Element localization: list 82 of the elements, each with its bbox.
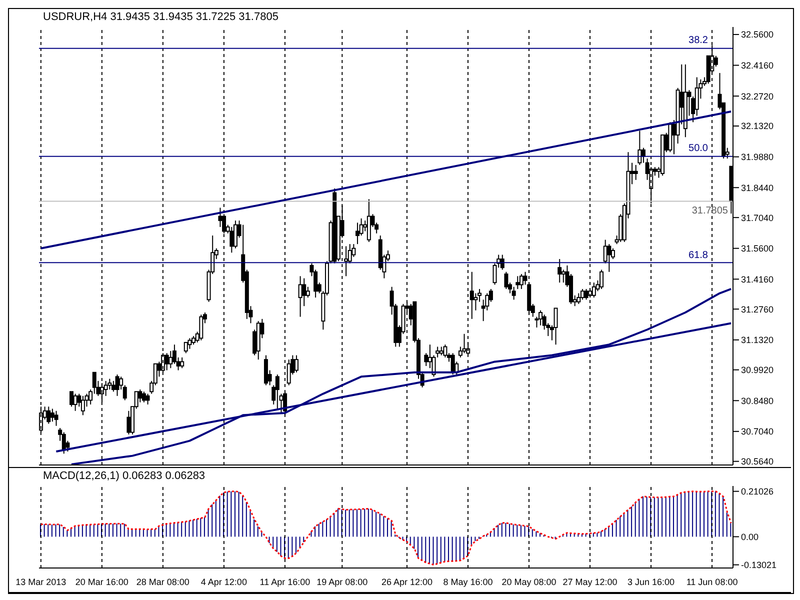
x-tick-label: 27 May 12:00 [562, 577, 618, 587]
chart-title: USDRUR,H4 31.9435 31.9435 31.7225 31.7805 [43, 11, 278, 23]
x-tick-label: 20 Mar 16:00 [75, 577, 128, 587]
candlestick [554, 308, 558, 346]
y-tick-label: -0.13021 [741, 560, 777, 570]
candlestick [516, 276, 520, 290]
candlestick [366, 198, 371, 242]
candlestick [512, 286, 516, 300]
candlestick [298, 276, 302, 318]
candlestick [184, 342, 188, 354]
y-tick-label: 0.21026 [741, 486, 774, 497]
candlestick [230, 226, 234, 254]
y-tick-label: 30.7040 [741, 426, 774, 437]
candlestick [600, 269, 604, 290]
y-tick-label: 32.4160 [741, 60, 774, 70]
candlestick [607, 244, 612, 272]
candlestick [580, 288, 584, 300]
candlestick [306, 286, 310, 298]
candlestick [80, 395, 85, 416]
candlestick [558, 258, 562, 284]
y-tick-label: 32.2720 [741, 91, 774, 102]
candlestick [634, 164, 638, 180]
candlestick [561, 269, 566, 284]
y-tick-label: 30.8480 [741, 396, 774, 406]
y-tick-label: 31.5600 [741, 244, 774, 254]
x-tick-label: 28 Mar 08:00 [136, 577, 190, 587]
y-tick-label: 31.9880 [741, 152, 774, 162]
candlestick [180, 356, 184, 369]
x-tick-label: 8 May 16:00 [443, 577, 493, 587]
candlestick [50, 408, 54, 422]
candlestick [126, 410, 131, 435]
candlestick [302, 278, 306, 307]
x-tick-label: 19 Apr 08:00 [316, 577, 368, 587]
annotation: 38.2 [688, 35, 709, 46]
line-series [40, 490, 732, 566]
candlestick [62, 432, 66, 454]
y-tick-label: 32.1320 [741, 121, 774, 132]
candlestick [294, 354, 298, 373]
y-tick-label: 30.5640 [741, 456, 774, 467]
candlestick [138, 389, 142, 403]
y-tick-label: 31.7040 [741, 212, 774, 223]
candlestick [111, 380, 116, 392]
candlestick [500, 254, 504, 270]
y-tick-label: 30.9920 [741, 365, 774, 376]
y-tick-label: 32.5600 [741, 30, 774, 40]
ref-line-label: 31.7805 [692, 205, 728, 216]
x-tick-label: 13 Mar 2013 [16, 577, 66, 587]
candlestick [638, 130, 642, 166]
x-tick-label: 3 Jun 16:00 [627, 577, 675, 587]
candlestick [46, 406, 51, 424]
candlestick [355, 222, 360, 245]
candlestick [54, 410, 58, 426]
candlestick [142, 391, 146, 403]
x-tick-label: 4 Apr 12:00 [200, 577, 247, 587]
annotation: 61.8 [688, 250, 709, 261]
candlestick [576, 292, 581, 304]
y-tick-label: 31.4160 [741, 274, 774, 284]
y-tick-label: 31.2760 [741, 304, 774, 314]
candlestick [188, 338, 192, 350]
candlestick [233, 220, 238, 249]
x-tick-label: 11 Jun 08:00 [686, 577, 738, 587]
candlestick [88, 389, 93, 405]
y-tick-label: 0.00 [741, 532, 759, 542]
candlestick [504, 271, 508, 290]
x-tick-label: 20 May 08:00 [502, 577, 556, 587]
candlestick [264, 354, 268, 386]
candlestick [275, 374, 280, 410]
candlestick [538, 310, 543, 326]
candlestick [70, 391, 74, 408]
x-tick-label: 26 Apr 12:00 [381, 577, 432, 587]
candlestick [73, 393, 78, 412]
candlestick [146, 393, 150, 405]
candlestick [115, 374, 120, 396]
candlestick [199, 314, 204, 341]
y-tick-label: 31.1320 [741, 335, 774, 346]
chart-title: MACD(12,26,1) 0.06283 0.06283 [43, 470, 206, 482]
candlestick [474, 292, 478, 311]
candlestick [519, 274, 524, 290]
y-tick-label: 31.8440 [741, 182, 774, 193]
candlestick [443, 344, 448, 358]
x-tick-label: 11 Apr 16:00 [260, 577, 310, 587]
annotation: 50.0 [688, 143, 709, 154]
